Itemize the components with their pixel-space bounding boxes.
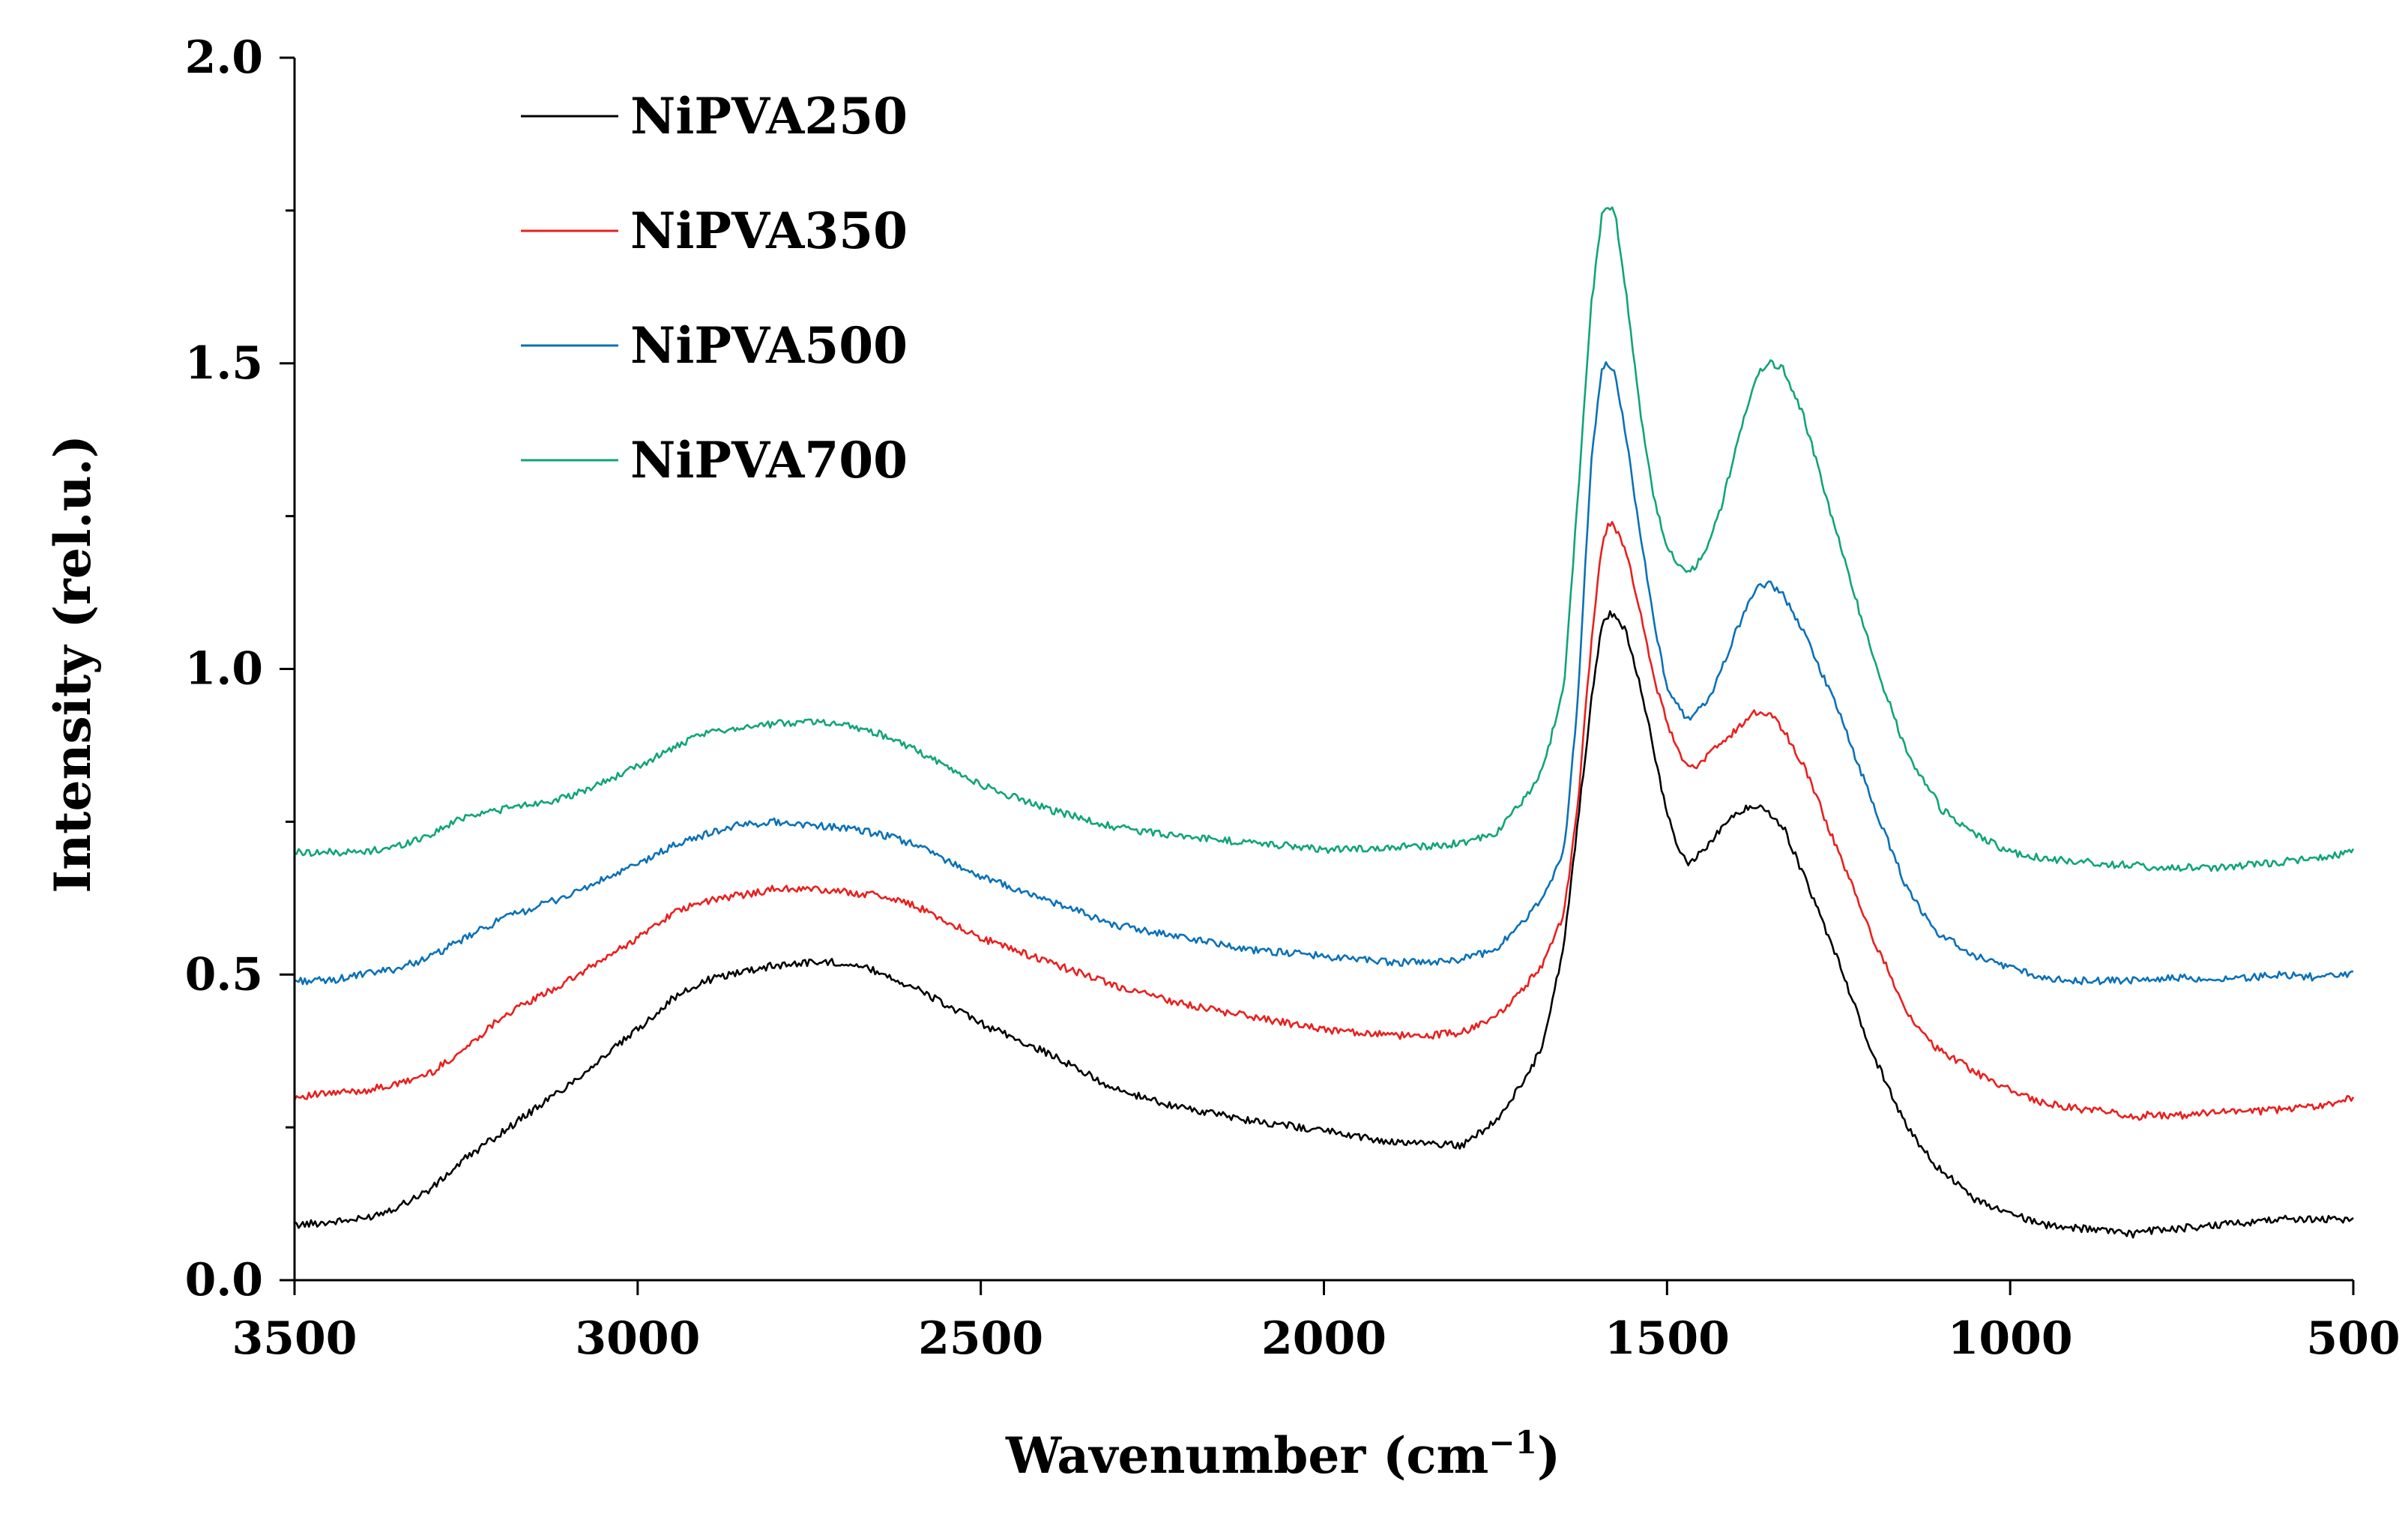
legend-label-nipva350: NiPVA350 [630,202,908,260]
y-axis-title: Intensity (rel.u.) [43,435,102,893]
x-axis-ticks: 3500 3000 2500 2000 1500 1000 500 [232,1280,2401,1365]
y-tick-label: 2.0 [185,31,263,84]
x-axis-title-superscript: −1 [1488,1424,1536,1461]
x-tick-label: 2000 [1261,1312,1386,1365]
x-tick-label: 500 [2306,1312,2400,1365]
series-line-nipva700 [294,206,2355,872]
x-tick-label: 3000 [575,1312,700,1365]
series-line-nipva250 [294,610,2354,1239]
x-tick-label: 2500 [918,1312,1043,1365]
series-line-nipva350 [293,521,2355,1121]
legend: NiPVA250 NiPVA350 NiPVA500 NiPVA700 [521,87,908,489]
x-tick-label: 1500 [1605,1312,1730,1365]
y-tick-label: 1.0 [185,643,263,696]
x-tick-label: 1000 [1948,1312,2073,1365]
x-tick-label: 3500 [232,1312,357,1365]
y-tick-label: 0.0 [185,1254,263,1306]
y-axis-ticks: 0.0 0.5 1.0 1.5 2.0 [185,31,295,1306]
legend-label-nipva500: NiPVA500 [630,316,908,375]
y-tick-label: 0.5 [185,948,263,1001]
plot-area: 0.0 0.5 1.0 1.5 2.0 3500 3000 2500 2000 1500 1000… [185,31,2401,1365]
y-tick-label: 1.5 [185,337,263,390]
series-layer [293,206,2355,1239]
x-axis-title-close: ) [1537,1426,1560,1485]
series-line-nipva500 [294,361,2354,986]
x-axis-title-main: Wavenumber (cm [1005,1426,1488,1485]
legend-label-nipva700: NiPVA700 [630,431,908,489]
x-axis-title: Wavenumber (cm−1) [1005,1424,1560,1485]
legend-label-nipva250: NiPVA250 [630,87,908,145]
